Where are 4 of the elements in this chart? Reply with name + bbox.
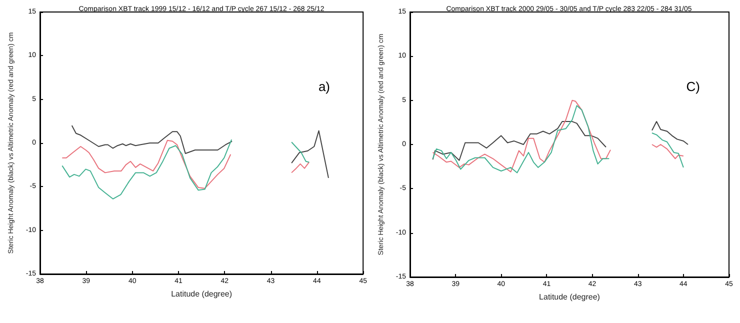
annotation: a) — [318, 79, 330, 94]
x-axis-title: Latitude (degree) — [539, 292, 600, 302]
annotation: C) — [686, 79, 700, 94]
x-axis-title: Latitude (degree) — [171, 289, 232, 298]
